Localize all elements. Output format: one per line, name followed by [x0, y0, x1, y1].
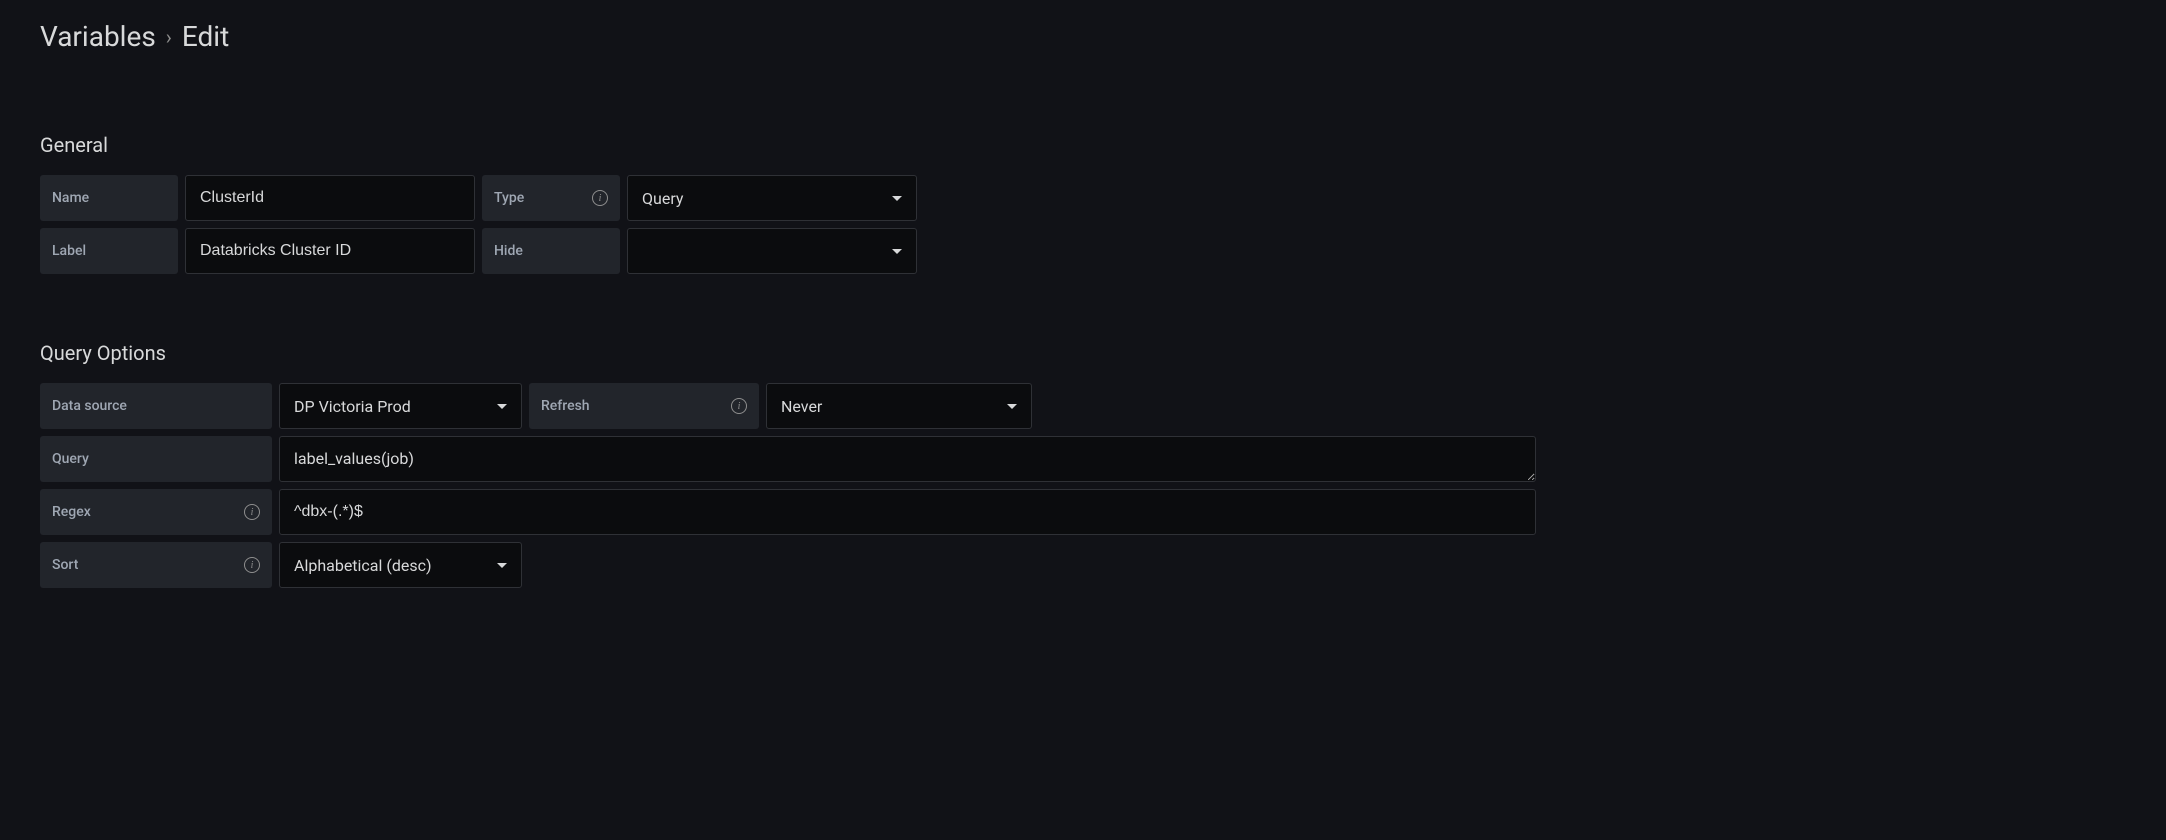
select-type[interactable]: Query: [627, 175, 917, 221]
caret-down-icon: [892, 196, 902, 201]
select-datasource[interactable]: DP Victoria Prod: [279, 383, 522, 429]
label-query: Query: [40, 436, 272, 482]
label-sort-text: Sort: [52, 557, 78, 573]
select-refresh[interactable]: Never: [766, 383, 1032, 429]
caret-down-icon: [1007, 404, 1017, 409]
breadcrumb-root[interactable]: Variables: [40, 20, 156, 53]
section-general: General Name Type i Query Label Hide: [40, 133, 2126, 274]
info-icon[interactable]: i: [244, 504, 260, 520]
info-icon[interactable]: i: [592, 190, 608, 206]
caret-down-icon: [497, 404, 507, 409]
label-type-text: Type: [494, 190, 524, 206]
label-label: Label: [40, 228, 178, 274]
input-regex[interactable]: [279, 489, 1536, 535]
input-name[interactable]: [185, 175, 475, 221]
caret-down-icon: [892, 249, 902, 254]
input-label[interactable]: [185, 228, 475, 274]
form-row-datasource-refresh: Data source DP Victoria Prod Refresh i N…: [40, 383, 2126, 429]
label-regex-text: Regex: [52, 504, 91, 520]
label-regex: Regex i: [40, 489, 272, 535]
form-row-regex: Regex i: [40, 489, 2126, 535]
label-sort: Sort i: [40, 542, 272, 588]
label-type: Type i: [482, 175, 620, 221]
label-refresh: Refresh i: [529, 383, 759, 429]
form-row-query: Query: [40, 436, 2126, 482]
label-refresh-text: Refresh: [541, 398, 590, 414]
section-query-options: Query Options Data source DP Victoria Pr…: [40, 341, 2126, 588]
chevron-right-icon: ›: [166, 25, 172, 49]
form-row-name-type: Name Type i Query: [40, 175, 2126, 221]
input-query[interactable]: [279, 436, 1536, 482]
info-icon[interactable]: i: [244, 557, 260, 573]
select-sort-value: Alphabetical (desc): [294, 556, 432, 575]
select-hide[interactable]: [627, 228, 917, 274]
section-title-general: General: [40, 133, 2126, 157]
label-hide: Hide: [482, 228, 620, 274]
caret-down-icon: [497, 563, 507, 568]
select-sort[interactable]: Alphabetical (desc): [279, 542, 522, 588]
form-row-sort: Sort i Alphabetical (desc): [40, 542, 2126, 588]
form-row-label-hide: Label Hide: [40, 228, 2126, 274]
select-datasource-value: DP Victoria Prod: [294, 397, 411, 416]
label-name: Name: [40, 175, 178, 221]
select-type-value: Query: [642, 189, 683, 208]
label-datasource: Data source: [40, 383, 272, 429]
breadcrumb-leaf: Edit: [182, 20, 229, 53]
select-refresh-value: Never: [781, 397, 822, 416]
page-header: Variables › Edit: [40, 20, 2126, 53]
info-icon[interactable]: i: [731, 398, 747, 414]
section-title-query-options: Query Options: [40, 341, 2126, 365]
